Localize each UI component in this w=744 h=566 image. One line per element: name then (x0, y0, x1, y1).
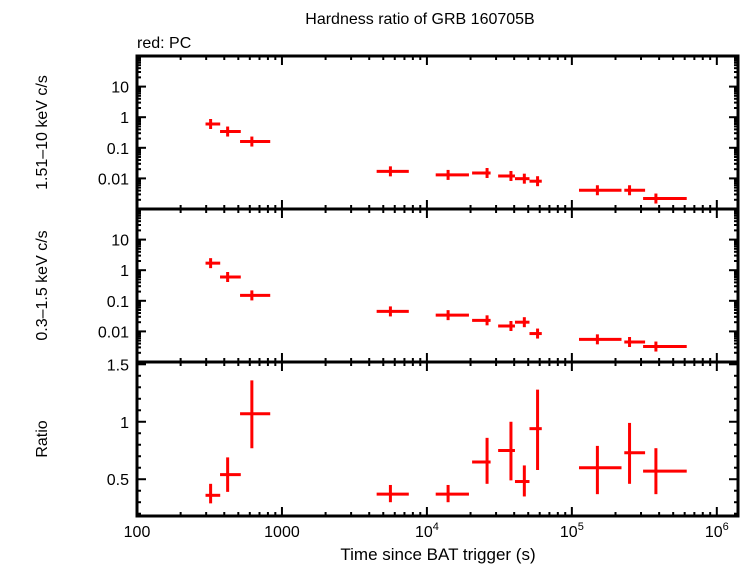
data-point (529, 389, 542, 471)
x-tick-label: 106 (705, 521, 729, 541)
data-point (529, 176, 542, 187)
data-point (643, 448, 687, 495)
x-tick-label: 104 (415, 521, 439, 541)
data-point (498, 321, 515, 332)
y-tick-label: 0.01 (98, 171, 129, 188)
x-tick-labels: 100 1000 104 105 106 (124, 521, 729, 541)
x-tick-label: 100 (124, 524, 151, 541)
x-tick-label: 1000 (264, 524, 300, 541)
data-point (435, 169, 469, 180)
data-point (578, 334, 622, 345)
y-tick-label: 1 (120, 263, 129, 280)
data-point (205, 118, 221, 129)
y-tick-label: 1.5 (107, 357, 129, 374)
y-axis-label: 1.51–10 keV c/s (34, 75, 51, 190)
x-tick-exponent: 5 (578, 521, 584, 533)
data-point (529, 328, 542, 339)
panel-frame (135, 360, 740, 518)
y-tick-label: 10 (111, 233, 129, 250)
y-tick-label: 0.01 (98, 324, 129, 341)
data-point (514, 465, 530, 497)
x-tick-exponent: 4 (433, 521, 439, 533)
data-point (578, 185, 622, 196)
y-tick-label: 10 (111, 80, 129, 97)
data-point (578, 445, 622, 495)
y-tick-label: 0.1 (107, 294, 129, 311)
data-point (205, 258, 221, 269)
data-point (624, 185, 646, 196)
data-point (220, 126, 241, 137)
data-point (514, 173, 530, 184)
data-point (205, 483, 221, 504)
y-tick-label: 0.1 (107, 141, 129, 158)
x-tick-label: 105 (560, 521, 584, 541)
y-tick-label: 1 (120, 415, 129, 432)
y-tick-label: 1 (120, 110, 129, 127)
data-point (498, 170, 515, 181)
y-tick-label: 0.5 (107, 472, 129, 489)
data-point (220, 457, 241, 492)
data-point (240, 290, 271, 301)
data-point (514, 317, 530, 328)
data-point (435, 484, 469, 503)
data-point (435, 310, 469, 321)
data-point (643, 193, 687, 204)
data-point (472, 315, 491, 326)
data-point (643, 341, 687, 352)
x-axis-label: Time since BAT trigger (s) (340, 545, 535, 564)
data-point (220, 271, 241, 282)
panel-ratio: 1.5 1 0.5 Ratio (34, 357, 740, 518)
data-point (240, 380, 271, 449)
panel-frame (135, 207, 740, 364)
data-point (376, 166, 409, 177)
panel-soft-band: 10 1 0.1 0.01 0.3–1.5 keV c/s (34, 207, 740, 364)
y-axis-label: Ratio (34, 420, 51, 457)
x-tick-exponent: 6 (723, 521, 729, 533)
y-axis-label: 0.3–1.5 keV c/s (34, 230, 51, 340)
data-point (376, 484, 409, 503)
data-point (624, 337, 646, 348)
data-point (472, 168, 491, 179)
data-point (472, 437, 491, 484)
data-point (624, 422, 646, 484)
chart-title: Hardness ratio of GRB 160705B (305, 11, 534, 28)
data-point (240, 136, 271, 147)
data-point (498, 421, 515, 481)
panel-hard-band: 10 1 0.1 0.01 1.51–10 keV c/s (34, 54, 740, 211)
legend-label: red: PC (137, 35, 191, 52)
data-point (376, 306, 409, 317)
